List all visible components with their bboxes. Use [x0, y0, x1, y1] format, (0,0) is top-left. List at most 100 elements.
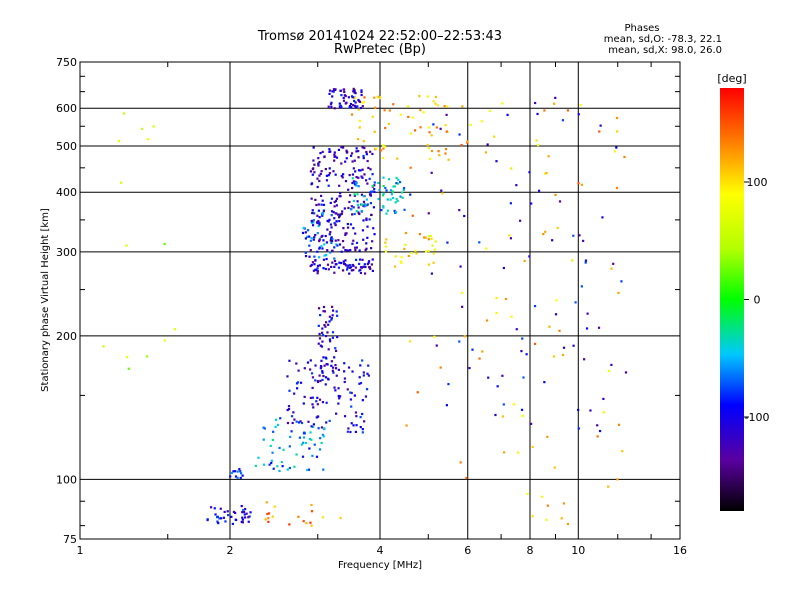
data-point	[526, 492, 529, 495]
data-point	[330, 197, 334, 200]
data-point	[382, 205, 385, 208]
data-point	[427, 212, 430, 215]
data-point	[353, 159, 356, 162]
data-point	[337, 266, 341, 269]
y-tick-label: 100	[56, 473, 77, 486]
data-point	[355, 184, 358, 187]
data-point	[382, 147, 385, 150]
data-point	[566, 522, 569, 526]
data-point	[346, 226, 350, 229]
data-point	[431, 244, 434, 247]
data-point	[543, 381, 546, 384]
data-point	[348, 104, 352, 108]
data-point	[324, 321, 328, 324]
data-point	[309, 239, 312, 242]
data-point	[240, 504, 243, 508]
data-point	[441, 192, 444, 195]
data-point	[306, 468, 309, 472]
data-point	[621, 450, 624, 453]
data-point	[345, 249, 349, 252]
data-point	[416, 391, 419, 394]
data-point	[382, 185, 385, 188]
data-point	[367, 364, 370, 367]
data-point	[335, 310, 338, 313]
data-point	[330, 226, 333, 229]
data-point	[328, 150, 331, 153]
data-point	[321, 433, 325, 437]
data-point	[345, 232, 348, 235]
data-point	[461, 305, 464, 308]
data-point	[428, 131, 431, 134]
data-point	[318, 174, 321, 177]
data-point	[304, 254, 308, 258]
data-point	[418, 232, 422, 236]
data-point	[271, 451, 274, 454]
data-point	[309, 264, 312, 268]
data-point	[303, 431, 306, 434]
data-point	[224, 520, 227, 523]
data-point	[397, 178, 400, 181]
data-point	[485, 319, 489, 322]
data-point	[445, 404, 449, 407]
data-point	[331, 314, 334, 317]
data-point	[290, 415, 294, 418]
data-point	[401, 196, 404, 199]
data-point	[366, 203, 369, 206]
data-point	[317, 342, 320, 345]
data-point	[623, 155, 626, 159]
data-point	[230, 471, 234, 475]
data-point	[344, 160, 347, 163]
data-point	[351, 160, 354, 163]
data-point	[363, 263, 366, 266]
data-point	[372, 206, 376, 209]
data-point	[325, 421, 328, 424]
data-point	[427, 147, 430, 150]
data-point	[578, 234, 581, 237]
data-point	[501, 102, 504, 105]
data-point	[337, 387, 340, 390]
data-point	[289, 435, 292, 439]
data-point	[536, 143, 540, 147]
data-point	[544, 172, 547, 175]
data-point	[361, 359, 364, 362]
data-point	[509, 237, 513, 240]
data-point	[348, 272, 351, 275]
data-point	[522, 376, 525, 379]
data-point	[317, 324, 320, 327]
data-point	[307, 468, 311, 471]
data-point	[348, 200, 351, 204]
data-point	[327, 105, 330, 108]
data-point	[333, 265, 336, 269]
data-point	[598, 130, 601, 133]
data-point	[320, 345, 324, 348]
data-point	[458, 340, 461, 343]
data-point	[325, 241, 329, 244]
data-point	[338, 219, 341, 223]
data-point	[356, 203, 360, 206]
data-point	[226, 510, 229, 513]
data-point	[314, 379, 317, 382]
data-point	[347, 249, 350, 252]
data-point	[333, 222, 336, 225]
data-point	[493, 135, 496, 138]
data-point	[333, 153, 336, 156]
data-point	[308, 255, 311, 258]
data-point	[506, 113, 509, 117]
data-point	[349, 430, 352, 434]
data-point	[596, 435, 599, 438]
data-point	[344, 259, 347, 262]
data-point	[387, 122, 391, 125]
data-point	[327, 174, 330, 177]
data-point	[354, 106, 357, 109]
data-point	[329, 231, 332, 234]
data-point	[306, 235, 309, 238]
data-point	[322, 468, 325, 471]
data-point	[339, 192, 342, 195]
data-point	[303, 367, 306, 370]
data-point	[312, 238, 315, 241]
data-point	[302, 520, 305, 523]
data-point	[444, 152, 447, 155]
data-point	[374, 106, 377, 109]
data-point	[344, 180, 348, 183]
